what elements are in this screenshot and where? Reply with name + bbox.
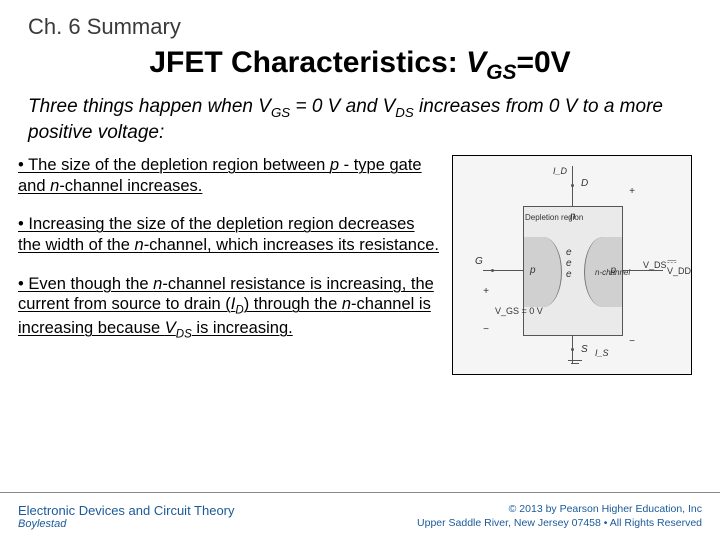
intro-sub2: DS — [395, 105, 413, 120]
id-label: I_D — [553, 166, 567, 176]
footer-right: © 2013 by Pearson Higher Education, Inc … — [417, 503, 702, 530]
gate-label: G — [475, 256, 483, 267]
title-suffix: =0V — [516, 46, 570, 79]
minus-left: − — [483, 324, 489, 335]
ground-icon — [568, 360, 582, 370]
footer-left: Electronic Devices and Circuit Theory Bo… — [18, 503, 235, 530]
book-title: Electronic Devices and Circuit Theory — [18, 503, 235, 518]
b3-i3: n — [342, 295, 351, 313]
gate-node — [491, 269, 494, 272]
is-label: I_S — [595, 348, 609, 358]
author: Boylestad — [18, 518, 235, 530]
title-var: V — [466, 46, 486, 79]
b3-i4: V — [165, 319, 176, 337]
copyright: © 2013 by Pearson Higher Education, Inc — [417, 503, 702, 517]
drain-label: D — [581, 178, 588, 189]
chapter-header: Ch. 6 Summary — [0, 0, 720, 40]
address: Upper Saddle River, New Jersey 07458 • A… — [417, 517, 702, 531]
bullet-2: • Increasing the size of the depletion r… — [18, 214, 440, 255]
slide-title: JFET Characteristics: VGS=0V — [0, 46, 720, 85]
bullet-list: • The size of the depletion region betwe… — [18, 155, 440, 375]
bullet-1: • The size of the depletion region betwe… — [18, 155, 440, 196]
b3-sub2: D — [235, 305, 243, 317]
b1-i1: p — [330, 156, 339, 174]
jfet-diagram: D I_D + p p n eee Depletion region n-cha… — [452, 155, 692, 375]
intro-p1: Three things happen when V — [28, 96, 271, 117]
b3-sub4: DS — [176, 328, 192, 340]
b2-post: -channel, which increases its resistance… — [144, 236, 439, 254]
p-left-label: p — [530, 265, 536, 276]
b3-i1: n — [153, 275, 162, 293]
source-node — [571, 348, 574, 351]
plus-top: + — [629, 186, 635, 197]
e-marks: eee — [566, 247, 572, 280]
source-label: S — [581, 344, 588, 355]
vds-label: V_DS — [643, 260, 667, 270]
batt-bars: ⎓ — [667, 254, 677, 269]
plus-left: + — [483, 286, 489, 297]
b1-i2: n — [50, 177, 59, 195]
b2-i1: n — [135, 236, 144, 254]
footer: Electronic Devices and Circuit Theory Bo… — [0, 492, 720, 540]
b3-post: is increasing. — [192, 319, 293, 337]
intro-p2: = 0 V and V — [290, 96, 395, 117]
minus-bottom: − — [629, 336, 635, 347]
gate-wire — [483, 270, 523, 271]
drain-node — [571, 184, 574, 187]
b3-pre: • Even though the — [18, 275, 153, 293]
intro-text: Three things happen when VGS = 0 V and V… — [0, 85, 720, 145]
title-prefix: JFET Characteristics: — [149, 46, 466, 79]
bullet-3: • Even though the n-channel resistance i… — [18, 274, 440, 342]
depletion-label: Depletion region — [525, 214, 583, 222]
title-sub: GS — [486, 61, 516, 84]
intro-sub1: GS — [271, 105, 290, 120]
b1-post: -channel increases. — [59, 177, 202, 195]
vgs-label: V_GS = 0 V — [495, 306, 543, 316]
right-wire — [623, 270, 663, 271]
b3-mid2: ) through the — [244, 295, 342, 313]
b1-pre: • The size of the depletion region betwe… — [18, 156, 330, 174]
content-row: • The size of the depletion region betwe… — [0, 145, 720, 375]
